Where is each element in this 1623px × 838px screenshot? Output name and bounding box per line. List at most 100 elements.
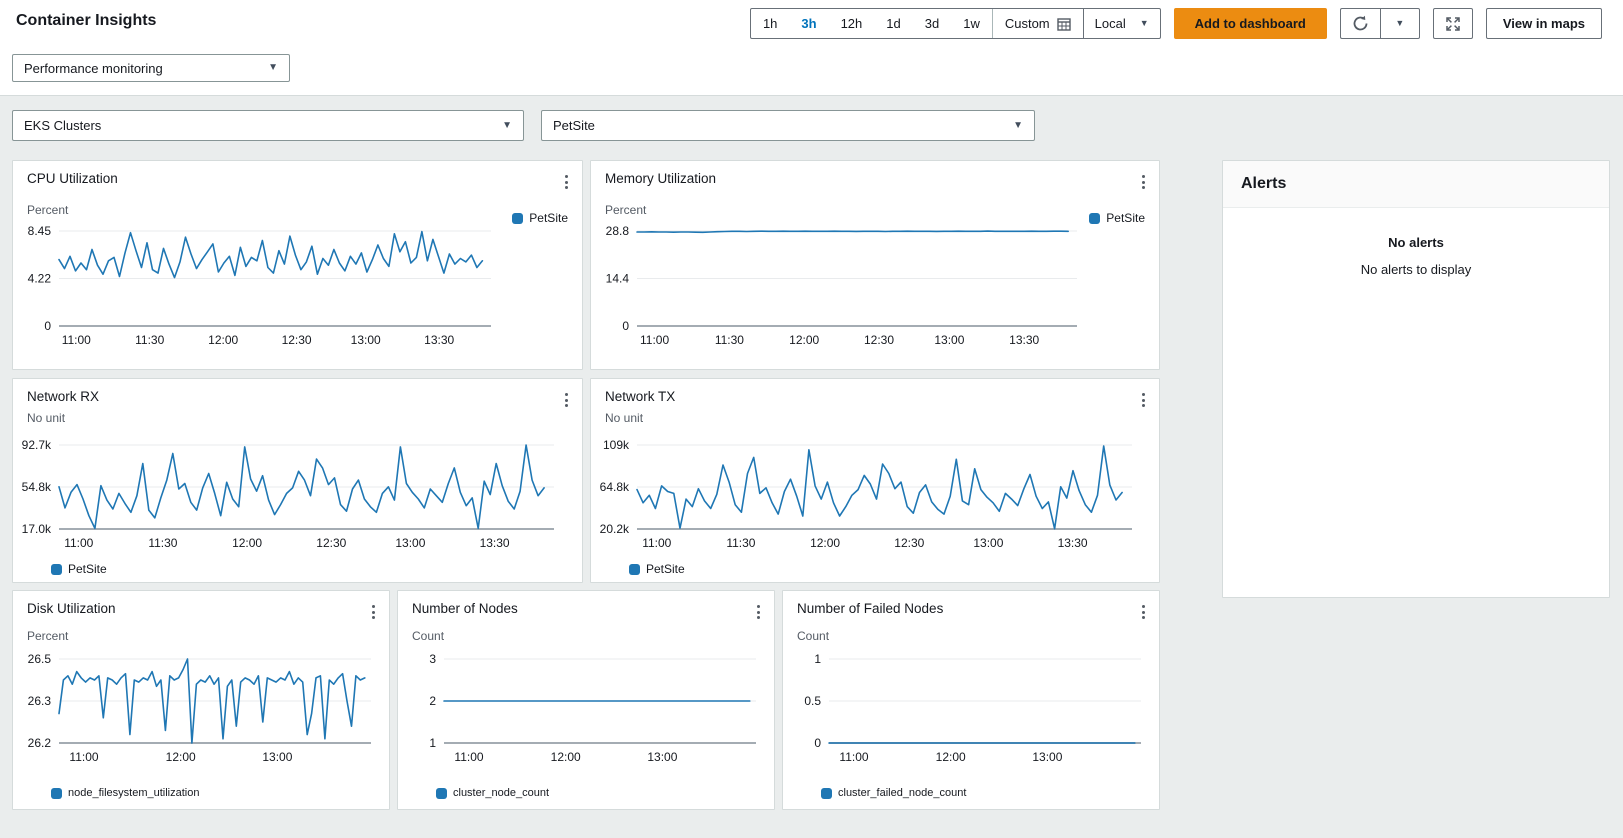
- unit-label: No unit: [605, 411, 644, 425]
- cluster-name-value: PetSite: [553, 118, 595, 133]
- view-in-maps-button[interactable]: View in maps: [1485, 8, 1602, 39]
- disk-utilization-card: Disk Utilization Percent 26.5 26.3 26.2 11:…: [12, 590, 390, 810]
- series-color-swatch: [821, 787, 832, 799]
- svg-text:54.8k: 54.8k: [22, 480, 52, 494]
- alerts-title: Alerts: [1241, 175, 1287, 192]
- legend-item[interactable]: PetSite: [51, 562, 107, 576]
- legend-item[interactable]: PetSite: [629, 562, 685, 576]
- chevron-down-icon: ▼: [1395, 18, 1405, 28]
- refresh-options-button[interactable]: ▼: [1379, 8, 1420, 39]
- kebab-menu-icon[interactable]: [562, 390, 571, 410]
- network-rx-chart[interactable]: 92.7k 54.8k 17.0k 11:00 11:30 12:00 12:30 13:00…: [13, 431, 584, 564]
- network-tx-card: Network TX No unit 109k 64.8k 20.2k 11:00 11…: [590, 378, 1160, 583]
- chart-title: Memory Utilization: [605, 171, 717, 186]
- chart-title: Number of Failed Nodes: [797, 601, 944, 616]
- svg-text:0: 0: [622, 319, 629, 333]
- unit-label: Percent: [605, 203, 647, 217]
- cpu-chart[interactable]: 8.45 4.22 0 11:00 11:30 12:00 12:30 13:00 13:30: [13, 217, 584, 362]
- nodes-chart[interactable]: 3 2 1 11:00 12:00 13:00: [398, 645, 776, 778]
- series-color-swatch: [436, 787, 447, 799]
- legend-item[interactable]: PetSite: [512, 211, 568, 225]
- kebab-menu-icon[interactable]: [1139, 172, 1148, 192]
- memory-chart[interactable]: 28.8 14.4 0 11:00 11:30 12:00 12:30 13:00 13:30: [591, 217, 1161, 362]
- svg-text:11:00: 11:00: [62, 333, 91, 347]
- timezone-label: Local: [1094, 16, 1126, 31]
- series-color-swatch: [51, 787, 62, 799]
- legend-item[interactable]: cluster_node_count: [436, 787, 549, 799]
- network-tx-chart[interactable]: 109k 64.8k 20.2k 11:00 11:30 12:00 12:30 13:00 1…: [591, 431, 1161, 564]
- fullscreen-button[interactable]: [1432, 8, 1473, 39]
- svg-text:12:00: 12:00: [551, 750, 581, 764]
- svg-text:13:00: 13:00: [647, 750, 677, 764]
- svg-text:13:00: 13:00: [351, 333, 381, 347]
- cluster-name-select[interactable]: PetSite ▼: [541, 110, 1035, 141]
- svg-text:12:00: 12:00: [789, 333, 819, 347]
- svg-text:12:30: 12:30: [864, 333, 894, 347]
- legend-label: PetSite: [68, 562, 107, 576]
- chart-title: CPU Utilization: [27, 171, 118, 186]
- svg-text:20.2k: 20.2k: [600, 522, 630, 536]
- svg-text:11:00: 11:00: [454, 750, 483, 764]
- calendar-icon: [1056, 17, 1071, 31]
- unit-label: Percent: [27, 629, 69, 643]
- legend-label: PetSite: [646, 562, 685, 576]
- time-range-custom[interactable]: Custom: [991, 9, 1083, 38]
- unit-label: Count: [412, 629, 445, 643]
- time-range-12h[interactable]: 12h: [840, 16, 863, 31]
- series-color-swatch: [629, 563, 640, 575]
- number-of-nodes-card: Number of Nodes Count 3 2 1 11:00 12:00 13:00…: [397, 590, 775, 810]
- svg-text:13:30: 13:30: [424, 333, 454, 347]
- time-range-3d[interactable]: 3d: [924, 16, 940, 31]
- svg-text:13:30: 13:30: [480, 536, 510, 550]
- chart-title: Disk Utilization: [27, 601, 116, 616]
- svg-text:11:30: 11:30: [726, 536, 755, 550]
- kebab-menu-icon[interactable]: [1139, 602, 1148, 622]
- cluster-type-value: EKS Clusters: [24, 118, 102, 133]
- add-to-dashboard-button[interactable]: Add to dashboard: [1173, 8, 1327, 39]
- legend-label: cluster_failed_node_count: [838, 787, 967, 799]
- svg-text:11:00: 11:00: [69, 750, 98, 764]
- kebab-menu-icon[interactable]: [1139, 390, 1148, 410]
- svg-text:12:30: 12:30: [316, 536, 346, 550]
- number-of-failed-nodes-card: Number of Failed Nodes Count 1 0.5 0 11:00 1…: [782, 590, 1160, 810]
- legend-item[interactable]: PetSite: [1089, 211, 1145, 225]
- page-header: Container Insights 1h 3h 12h 1d 3d 1w Cu…: [0, 0, 1623, 96]
- legend-item[interactable]: cluster_failed_node_count: [821, 787, 966, 799]
- svg-text:12:30: 12:30: [894, 536, 924, 550]
- time-range-1w[interactable]: 1w: [963, 16, 980, 31]
- alerts-panel: Alerts No alerts No alerts to display: [1222, 160, 1610, 598]
- legend-label: cluster_node_count: [453, 787, 550, 799]
- kebab-menu-icon[interactable]: [369, 602, 378, 622]
- cluster-type-select[interactable]: EKS Clusters ▼: [12, 110, 524, 141]
- time-range-3h[interactable]: 3h: [801, 16, 817, 31]
- alerts-header: Alerts: [1223, 161, 1609, 208]
- kebab-menu-icon[interactable]: [562, 172, 571, 192]
- view-mode-select[interactable]: Performance monitoring ▼: [12, 54, 290, 82]
- svg-text:1: 1: [429, 736, 436, 750]
- chart-title: Network RX: [27, 389, 100, 404]
- svg-text:13:00: 13:00: [262, 750, 292, 764]
- chevron-down-icon: ▼: [502, 119, 512, 131]
- cpu-utilization-card: CPU Utilization Percent 8.45 4.22 0 11:00 11…: [12, 160, 583, 370]
- time-range-1h[interactable]: 1h: [762, 16, 778, 31]
- disk-chart[interactable]: 26.5 26.3 26.2 11:00 12:00 13:00: [13, 645, 391, 778]
- legend-item[interactable]: node_filesystem_utilization: [51, 787, 199, 799]
- svg-text:11:30: 11:30: [148, 536, 177, 550]
- series-color-swatch: [1089, 212, 1101, 224]
- toolbar: 1h 3h 12h 1d 3d 1w Custom Local ▼ Add to…: [749, 8, 1602, 39]
- svg-text:109k: 109k: [603, 438, 630, 452]
- refresh-icon: [1353, 15, 1368, 31]
- unit-label: Count: [797, 629, 830, 643]
- refresh-button[interactable]: [1339, 8, 1380, 39]
- failed-nodes-chart[interactable]: 1 0.5 0 11:00 12:00 13:00: [783, 645, 1161, 778]
- timezone-select[interactable]: Local ▼: [1082, 9, 1160, 38]
- svg-text:26.5: 26.5: [28, 652, 52, 666]
- svg-text:13:00: 13:00: [973, 536, 1003, 550]
- svg-text:12:00: 12:00: [936, 750, 966, 764]
- kebab-menu-icon[interactable]: [754, 602, 763, 622]
- svg-text:13:00: 13:00: [1032, 750, 1062, 764]
- svg-text:13:00: 13:00: [395, 536, 425, 550]
- chart-title: Network TX: [605, 389, 676, 404]
- time-range-1d[interactable]: 1d: [886, 16, 901, 31]
